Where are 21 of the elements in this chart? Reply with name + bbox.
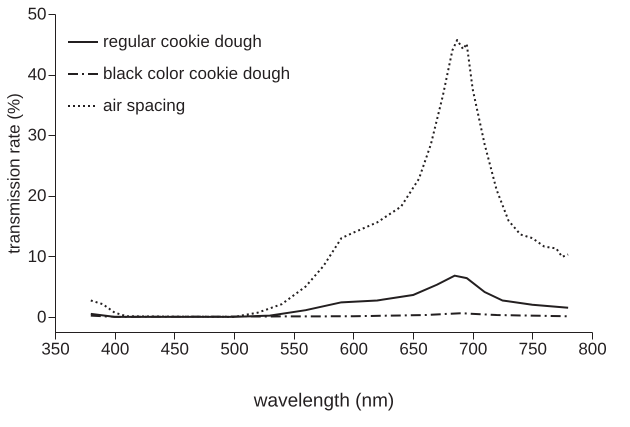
x-tick-label: 450 bbox=[160, 340, 190, 358]
legend-label: black color cookie dough bbox=[103, 64, 290, 83]
legend-label: air spacing bbox=[103, 96, 186, 115]
y-tick-label: 50 bbox=[28, 4, 46, 24]
y-tick-label: 30 bbox=[28, 126, 46, 145]
x-tick-label: 800 bbox=[578, 340, 607, 358]
x-tick-label: 350 bbox=[41, 340, 70, 358]
x-tick-label: 500 bbox=[220, 340, 249, 358]
legend-label: regular cookie dough bbox=[103, 32, 262, 51]
y-tick-label: 40 bbox=[28, 65, 46, 84]
x-tick-label: 650 bbox=[399, 340, 428, 358]
y-tick-label: 20 bbox=[28, 186, 46, 206]
x-tick-label: 700 bbox=[458, 340, 488, 358]
y-tick-label: 0 bbox=[37, 307, 46, 326]
x-axis-title: wavelength (nm) bbox=[252, 390, 394, 412]
x-tick-label: 550 bbox=[280, 340, 308, 358]
x-tick-label: 750 bbox=[518, 340, 548, 358]
x-tick-label: 600 bbox=[340, 340, 368, 358]
x-tick-label: 400 bbox=[100, 340, 130, 358]
y-tick-label: 10 bbox=[28, 246, 46, 266]
y-axis-title: transmission rate (%) bbox=[4, 93, 24, 254]
